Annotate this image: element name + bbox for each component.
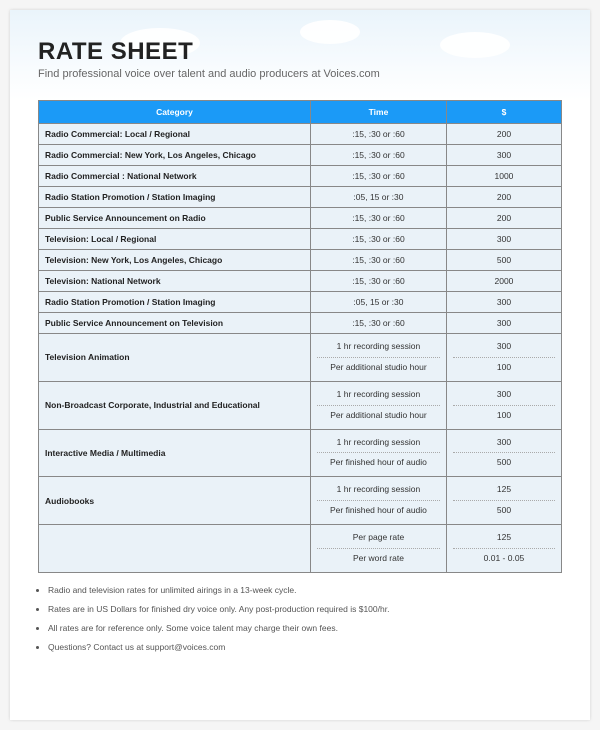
note-item: All rates are for reference only. Some v… [48,623,552,633]
table-row: Television: New York, Los Angeles, Chica… [39,250,562,271]
note-item: Rates are in US Dollars for finished dry… [48,604,552,614]
table-row: Interactive Media / Multimedia 1 hr reco… [39,429,562,477]
header: RATE SHEET Find professional voice over … [10,10,590,84]
table-row: Public Service Announcement on Televisio… [39,313,562,334]
table-row: Television: National Network:15, :30 or … [39,271,562,292]
table-row: Audiobooks 1 hr recording sessionPer fin… [39,477,562,525]
notes-list: Radio and television rates for unlimited… [10,573,590,652]
page-subtitle: Find professional voice over talent and … [38,68,562,80]
table-row: Radio Commercial: New York, Los Angeles,… [39,145,562,166]
table-row: Television: Local / Regional:15, :30 or … [39,229,562,250]
table-row: Non-Broadcast Corporate, Industrial and … [39,381,562,429]
table-header-row: Category Time $ [39,101,562,124]
table-body: Radio Commercial: Local / Regional:15, :… [39,124,562,573]
page-title: RATE SHEET [38,38,562,66]
table-row: Per page ratePer word rate 1250.01 - 0.0… [39,525,562,573]
note-item: Radio and television rates for unlimited… [48,585,552,595]
col-category: Category [39,101,311,124]
table-row: Radio Commercial: Local / Regional:15, :… [39,124,562,145]
table-row: Public Service Announcement on Radio:15,… [39,208,562,229]
rate-table-wrap: Category Time $ Radio Commercial: Local … [10,84,590,573]
table-row: Radio Station Promotion / Station Imagin… [39,187,562,208]
table-row: Television Animation 1 hr recording sess… [39,334,562,382]
note-item: Questions? Contact us at support@voices.… [48,642,552,652]
col-price: $ [446,101,561,124]
page: RATE SHEET Find professional voice over … [10,10,590,720]
rate-table: Category Time $ Radio Commercial: Local … [38,100,562,573]
table-row: Radio Commercial : National Network:15, … [39,166,562,187]
table-row: Radio Station Promotion / Station Imagin… [39,292,562,313]
col-time: Time [310,101,446,124]
